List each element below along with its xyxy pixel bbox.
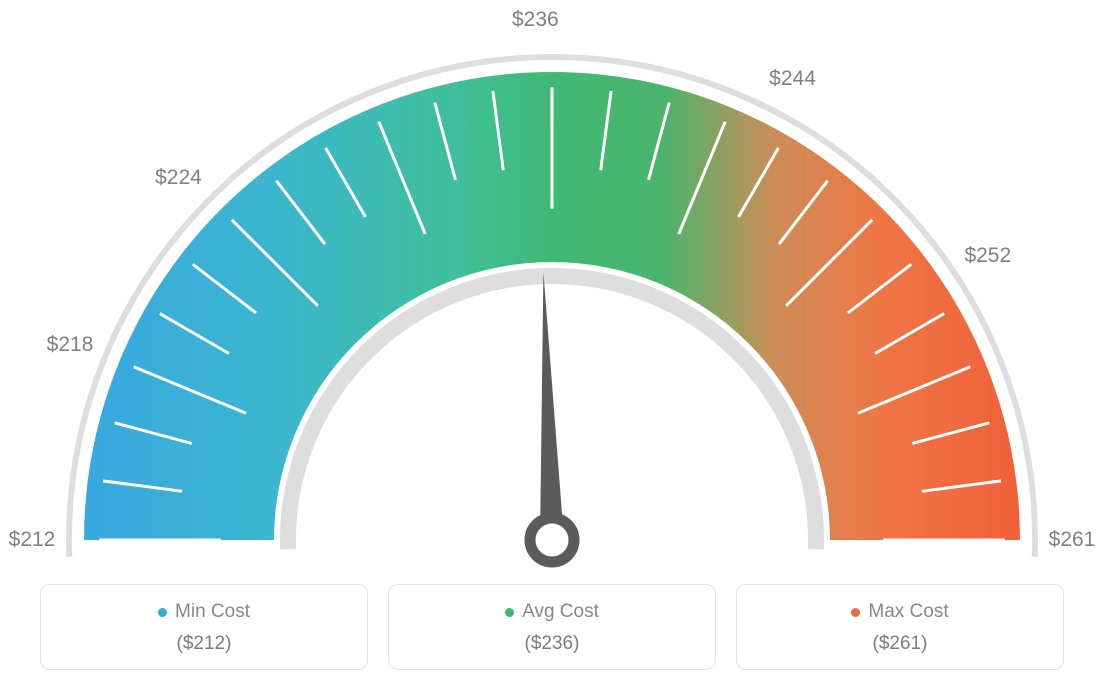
legend-label-avg: Avg Cost (522, 601, 599, 623)
legend-title-min: Min Cost (158, 601, 250, 623)
legend-value-avg: ($236) (525, 633, 580, 655)
gauge-tick-label: $236 (512, 8, 559, 32)
legend-dot-max (851, 608, 860, 617)
legend-title-max: Max Cost (851, 601, 948, 623)
legend-dot-avg (505, 608, 514, 617)
gauge-area: $212 $218 $224 $236 $244 $252 $261 (0, 0, 1104, 570)
legend-title-avg: Avg Cost (505, 601, 599, 623)
legend-dot-min (158, 608, 167, 617)
gauge-svg (0, 0, 1104, 570)
gauge-tick-label: $212 (9, 528, 56, 552)
gauge-needle-hub (530, 518, 574, 562)
gauge-tick-label: $244 (769, 67, 816, 91)
legend-label-min: Min Cost (175, 601, 250, 623)
legend-card-min: Min Cost ($212) (40, 584, 368, 670)
gauge-tick-label: $218 (47, 333, 94, 357)
legend-label-max: Max Cost (868, 601, 948, 623)
gauge-tick-label: $224 (155, 166, 202, 190)
legend-card-max: Max Cost ($261) (736, 584, 1064, 670)
legend-card-avg: Avg Cost ($236) (388, 584, 716, 670)
gauge-tick-label: $261 (1049, 528, 1096, 552)
legend-value-min: ($212) (177, 633, 232, 655)
legend-row: Min Cost ($212) Avg Cost ($236) Max Cost… (40, 584, 1064, 670)
gauge-chart-container: $212 $218 $224 $236 $244 $252 $261 Min Cost ($… (0, 0, 1104, 690)
legend-value-max: ($261) (873, 633, 928, 655)
gauge-tick-label: $252 (964, 244, 1011, 268)
gauge-needle (540, 272, 564, 540)
